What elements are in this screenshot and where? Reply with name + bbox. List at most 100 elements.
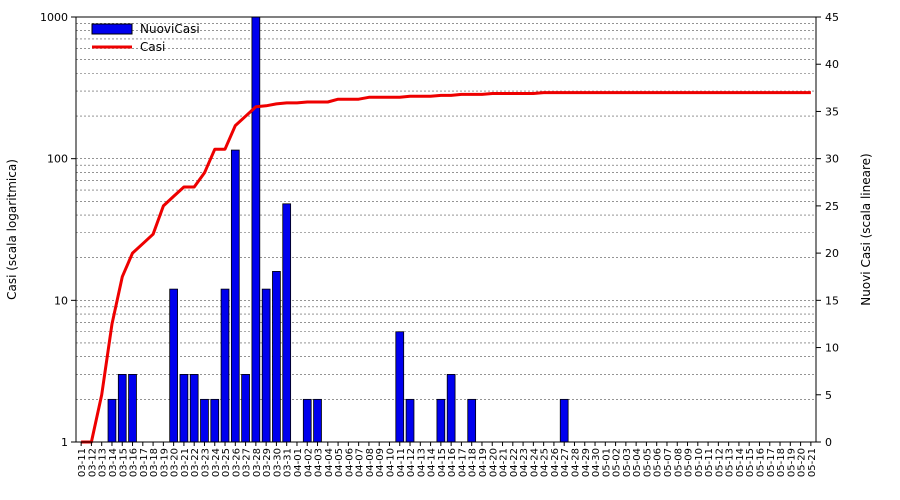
x-tick-label: 05-01 bbox=[601, 448, 612, 477]
bar bbox=[169, 288, 178, 443]
legend-bar-swatch bbox=[91, 23, 133, 35]
x-tick-label: 03-20 bbox=[170, 448, 181, 477]
x-tick-label: 03-25 bbox=[221, 448, 232, 477]
x-tick-label: 05-20 bbox=[797, 448, 808, 477]
x-tick-label: 04-10 bbox=[385, 448, 396, 477]
x-tick-label: 03-17 bbox=[139, 448, 150, 477]
bar bbox=[200, 398, 209, 443]
bar bbox=[282, 203, 292, 443]
y2-tick-label: 20 bbox=[825, 247, 839, 260]
y-axis-right: 0 5 10 15 20 25 30 35 40 45 bbox=[816, 11, 839, 449]
x-tick-label: 05-11 bbox=[704, 448, 715, 477]
y2-tick-label: 5 bbox=[825, 389, 832, 402]
grid bbox=[76, 23, 816, 400]
x-tick-label: 03-29 bbox=[262, 448, 273, 477]
x-tick-label: 05-13 bbox=[725, 448, 736, 477]
x-tick-label: 04-07 bbox=[355, 448, 366, 477]
x-tick-label: 03-26 bbox=[231, 448, 242, 477]
y2-tick-label: 10 bbox=[825, 342, 839, 355]
x-tick-label: 05-03 bbox=[622, 448, 633, 477]
bar bbox=[559, 398, 569, 443]
x-tick-label: 05-12 bbox=[714, 448, 725, 477]
x-tick-label: 04-12 bbox=[406, 448, 417, 477]
x-tick-label: 03-14 bbox=[108, 448, 119, 477]
bar bbox=[395, 331, 405, 443]
x-tick-label: 04-23 bbox=[519, 448, 530, 477]
x-tick-label: 04-19 bbox=[478, 448, 489, 477]
bar bbox=[313, 398, 322, 443]
bar bbox=[467, 398, 477, 443]
y-tick-label: 1 bbox=[61, 436, 68, 449]
bar bbox=[189, 374, 199, 443]
x-tick-label: 04-16 bbox=[447, 448, 458, 477]
x-tick-label: 04-03 bbox=[314, 448, 325, 477]
bar bbox=[117, 374, 127, 443]
x-tick-label: 04-26 bbox=[550, 448, 561, 477]
y2-tick-label: 45 bbox=[825, 11, 839, 24]
x-tick-label: 03-24 bbox=[211, 448, 222, 477]
y-axis-left: 1 10 100 1000 bbox=[40, 11, 76, 449]
bar bbox=[251, 16, 261, 443]
x-tick-label: 04-13 bbox=[416, 448, 427, 477]
bar bbox=[128, 374, 137, 443]
bar bbox=[302, 398, 312, 443]
x-tick-label: 04-02 bbox=[303, 448, 314, 477]
y2-tick-label: 30 bbox=[825, 153, 839, 166]
x-tick-label: 04-04 bbox=[324, 448, 335, 477]
y2-tick-label: 0 bbox=[825, 436, 832, 449]
x-tick-label: 05-17 bbox=[766, 448, 777, 477]
x-tick-label: 05-18 bbox=[776, 448, 787, 477]
x-tick-label: 05-07 bbox=[663, 448, 674, 477]
y2-axis-title: Nuovi Casi (scala lineare) bbox=[859, 153, 873, 305]
x-tick-label: 03-12 bbox=[87, 448, 98, 477]
x-tick-label: 04-08 bbox=[365, 448, 376, 477]
x-tick-label: 04-14 bbox=[427, 448, 438, 477]
x-tick-label: 04-30 bbox=[591, 448, 602, 477]
x-tick-label: 05-02 bbox=[612, 448, 623, 477]
x-tick-label: 04-06 bbox=[344, 448, 355, 477]
x-tick-label: 04-01 bbox=[293, 448, 304, 477]
bar bbox=[272, 271, 281, 443]
x-tick-label: 05-06 bbox=[653, 448, 664, 477]
casi-line bbox=[81, 91, 811, 444]
y-axis-title: Casi (scala logaritmica) bbox=[5, 159, 19, 300]
x-tick-label: 04-05 bbox=[334, 448, 345, 477]
x-tick-label: 03-16 bbox=[129, 448, 140, 477]
x-tick-label: 05-21 bbox=[807, 448, 818, 477]
y2-tick-label: 15 bbox=[825, 294, 839, 307]
bar-series bbox=[107, 16, 569, 443]
bar bbox=[405, 398, 415, 443]
x-tick-label: 05-16 bbox=[755, 448, 766, 477]
bar bbox=[241, 374, 250, 443]
y2-tick-label: 25 bbox=[825, 200, 839, 213]
legend: NuoviCasi Casi bbox=[91, 22, 200, 54]
x-tick-label: 03-19 bbox=[159, 448, 170, 477]
x-tick-label: 04-25 bbox=[540, 448, 551, 477]
x-tick-label: 03-18 bbox=[149, 448, 160, 477]
bar bbox=[220, 288, 230, 443]
x-tick-label: 05-08 bbox=[673, 448, 684, 477]
y2-tick-label: 35 bbox=[825, 105, 839, 118]
x-tick-label: 04-20 bbox=[488, 448, 499, 477]
x-tick-label: 05-05 bbox=[642, 448, 653, 477]
x-tick-label: 04-11 bbox=[396, 448, 407, 477]
x-tick-label: 05-19 bbox=[786, 448, 797, 477]
bar bbox=[446, 374, 456, 443]
bar bbox=[179, 374, 189, 443]
bar bbox=[210, 398, 220, 443]
x-tick-label: 04-28 bbox=[570, 448, 581, 477]
x-tick-label: 03-23 bbox=[200, 448, 211, 477]
bar bbox=[261, 288, 271, 443]
x-tick-label: 05-09 bbox=[684, 448, 695, 477]
x-tick-label: 04-22 bbox=[509, 448, 520, 477]
x-tick-label: 04-24 bbox=[529, 448, 540, 477]
x-tick-label: 05-10 bbox=[694, 448, 705, 477]
x-tick-label: 04-21 bbox=[499, 448, 510, 477]
x-tick-label: 05-04 bbox=[632, 448, 643, 477]
x-tick-label: 03-30 bbox=[272, 448, 283, 477]
x-tick-label: 03-13 bbox=[98, 448, 109, 477]
legend-line-label: Casi bbox=[140, 40, 165, 54]
y-tick-label: 10 bbox=[54, 294, 68, 307]
x-tick-label: 05-14 bbox=[735, 448, 746, 477]
